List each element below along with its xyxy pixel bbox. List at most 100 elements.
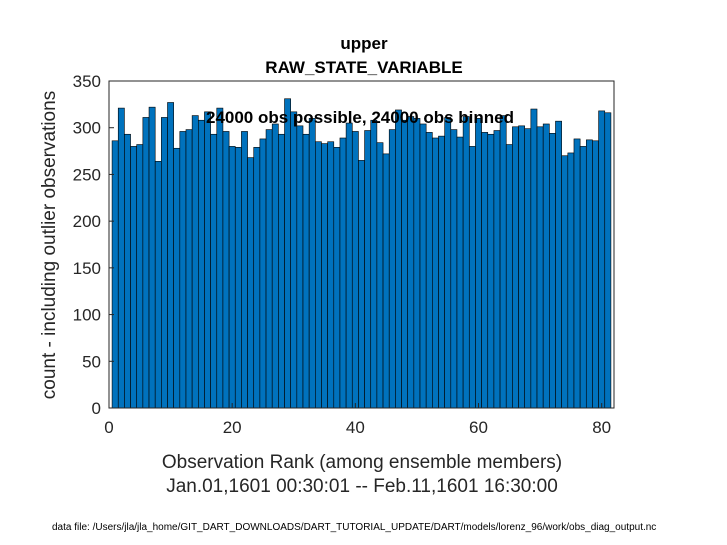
bar-rank-74 [561, 155, 569, 409]
bar-rank-48 [401, 119, 408, 409]
bar-rank-25 [259, 138, 267, 409]
bar-rank-66 [512, 126, 519, 409]
bar-rank-50 [413, 118, 421, 409]
bar-rank-40 [351, 131, 359, 409]
bar-rank-10 [167, 102, 174, 409]
bar-rank-23 [247, 157, 255, 409]
plot-area-frame [108, 80, 615, 409]
bar-rank-15 [197, 119, 205, 409]
x-tick-label: 60 [469, 418, 488, 437]
x-axis-date-range: Jan.01,1601 00:30:01 -- Feb.11,1601 16:3… [166, 476, 558, 497]
bar-rank-41 [358, 160, 365, 409]
bar-rank-43 [370, 119, 378, 409]
bar-rank-72 [549, 133, 556, 409]
bar-rank-17 [210, 133, 218, 409]
bar-rank-46 [388, 129, 396, 409]
bar-rank-59 [468, 146, 476, 409]
x-tick-label: 0 [104, 418, 113, 437]
bar-rank-54 [438, 135, 445, 409]
bar-rank-13 [185, 129, 193, 409]
bar-rank-18 [216, 107, 224, 409]
bar-rank-4 [130, 146, 138, 409]
bar-rank-65 [505, 144, 513, 409]
bar-rank-81 [604, 112, 612, 409]
y-tick-label: 300 [73, 119, 101, 138]
x-tick-label: 80 [592, 418, 611, 437]
bar-rank-16 [204, 111, 211, 409]
x-axis-label: Observation Rank (among ensemble members… [162, 452, 562, 473]
bar-rank-1 [111, 140, 119, 409]
bar-rank-2 [117, 107, 125, 409]
bar-rank-7 [148, 106, 156, 409]
bar-rank-26 [265, 129, 273, 409]
bar-rank-64 [499, 115, 507, 409]
bar-rank-12 [179, 131, 187, 409]
bar-rank-79 [592, 140, 599, 409]
y-tick-label: 100 [73, 306, 101, 325]
bar-rank-76 [573, 138, 581, 409]
bar-rank-51 [419, 123, 427, 409]
bar-rank-8 [154, 161, 162, 409]
y-tick-label: 200 [73, 212, 101, 231]
bar-rank-37 [333, 147, 341, 409]
bar-rank-28 [278, 133, 285, 409]
bar-rank-27 [271, 123, 279, 409]
bar-rank-9 [161, 117, 168, 409]
bar-rank-68 [524, 128, 532, 409]
y-tick-label: 50 [82, 352, 101, 371]
bar-rank-11 [173, 147, 181, 409]
bar-rank-35 [321, 143, 328, 409]
bar-rank-69 [530, 108, 538, 409]
bar-rank-52 [425, 132, 433, 409]
bar-rank-47 [395, 109, 402, 409]
obs-count-annotation: 24000 obs possible, 24000 obs binned [206, 108, 514, 127]
bar-rank-70 [536, 126, 544, 409]
data-file-footer: data file: /Users/jla/jla_home/GIT_DART_… [52, 522, 656, 533]
bar-rank-29 [284, 98, 291, 409]
bar-rank-33 [308, 118, 316, 409]
bar-rank-44 [376, 142, 384, 409]
x-tick-label: 40 [346, 418, 365, 437]
bar-rank-42 [364, 130, 372, 409]
bar-rank-58 [462, 116, 470, 409]
bar-rank-19 [222, 131, 230, 409]
bar-rank-21 [234, 147, 242, 409]
y-tick-label: 350 [73, 72, 101, 91]
bar-rank-57 [456, 136, 464, 409]
bar-rank-5 [136, 144, 144, 409]
bar-rank-62 [487, 133, 495, 409]
bar-rank-24 [253, 147, 261, 409]
bar-rank-31 [296, 125, 304, 409]
bar-rank-75 [567, 152, 575, 409]
bar-rank-6 [142, 117, 150, 409]
bar-rank-73 [555, 120, 562, 409]
bar-rank-61 [481, 132, 489, 409]
bar-rank-77 [579, 146, 587, 409]
chart-title: upper [340, 34, 388, 53]
bar-rank-38 [339, 137, 347, 409]
y-tick-label: 0 [92, 399, 101, 418]
bar-rank-80 [598, 110, 606, 409]
y-tick-label: 150 [73, 259, 101, 278]
axes-group: 0 20 40 60 80 0 50 100 150 200 250 300 350 [73, 72, 612, 437]
bar-rank-20 [228, 146, 236, 409]
bar-rank-71 [542, 123, 550, 409]
bars-group [111, 98, 612, 409]
chart-subtitle: RAW_STATE_VARIABLE [265, 58, 462, 77]
bar-rank-55 [444, 117, 452, 409]
bar-rank-67 [518, 125, 526, 409]
bar-rank-36 [327, 141, 335, 409]
bar-rank-22 [241, 131, 248, 409]
bar-rank-39 [345, 122, 353, 409]
y-tick-label: 250 [73, 165, 101, 184]
bar-rank-78 [585, 139, 593, 409]
bar-rank-45 [382, 153, 390, 409]
bar-rank-56 [450, 129, 458, 409]
bar-rank-3 [124, 133, 131, 409]
bar-rank-60 [475, 118, 482, 409]
bar-rank-53 [432, 137, 439, 409]
y-axis-label: count - including outlier observations [39, 91, 60, 399]
bar-rank-49 [407, 116, 415, 409]
bar-rank-14 [191, 115, 199, 409]
bar-rank-34 [315, 141, 322, 409]
